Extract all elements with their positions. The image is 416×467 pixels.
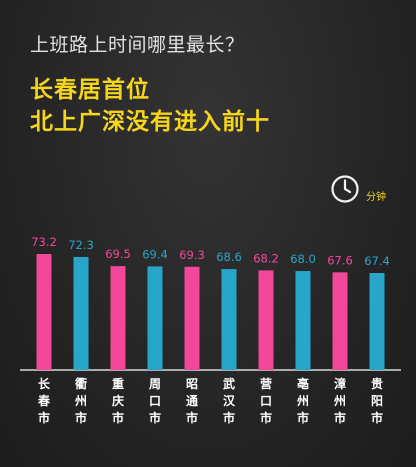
category-label-1: 衢州市 <box>74 376 87 425</box>
bar-6 <box>258 270 274 370</box>
value-label-4: 69.3 <box>179 248 205 262</box>
bar-8 <box>332 272 348 370</box>
chart-question: 上班路上时间哪里最长？ <box>30 34 245 56</box>
bar-9 <box>369 273 385 370</box>
value-label-9: 67.4 <box>364 254 390 268</box>
value-label-6: 68.2 <box>253 251 279 265</box>
value-label-7: 68.0 <box>290 252 316 266</box>
category-label-5: 武汉市 <box>223 376 236 425</box>
category-label-2: 重庆市 <box>111 376 124 425</box>
bar-5 <box>221 269 237 370</box>
value-label-1: 72.3 <box>68 238 94 252</box>
category-label-0: 长春市 <box>37 376 51 425</box>
category-label-3: 周口市 <box>149 377 161 425</box>
category-label-6: 营口市 <box>260 376 272 425</box>
value-label-2: 69.5 <box>105 247 131 261</box>
bar-7 <box>295 271 311 370</box>
category-label-8: 漳州市 <box>333 376 346 425</box>
value-label-8: 67.6 <box>327 253 353 267</box>
bar-3 <box>147 266 163 370</box>
category-label-9: 贵阳市 <box>371 376 383 425</box>
unit-label: 分钟 <box>366 192 386 203</box>
clock-icon <box>330 174 360 208</box>
bar-0 <box>36 254 52 370</box>
headline-line-2: 北上广深没有进入前十 <box>30 109 270 135</box>
bar-4 <box>184 266 200 370</box>
value-label-3: 69.4 <box>142 247 168 261</box>
category-label-7: 亳州市 <box>296 376 309 425</box>
category-label-4: 昭通市 <box>186 377 198 425</box>
bar-2 <box>110 266 126 370</box>
value-label-0: 73.2 <box>31 235 57 249</box>
headline-line-1: 长春居首位 <box>30 77 150 103</box>
value-label-5: 68.6 <box>216 250 242 264</box>
bar-1 <box>73 256 89 370</box>
